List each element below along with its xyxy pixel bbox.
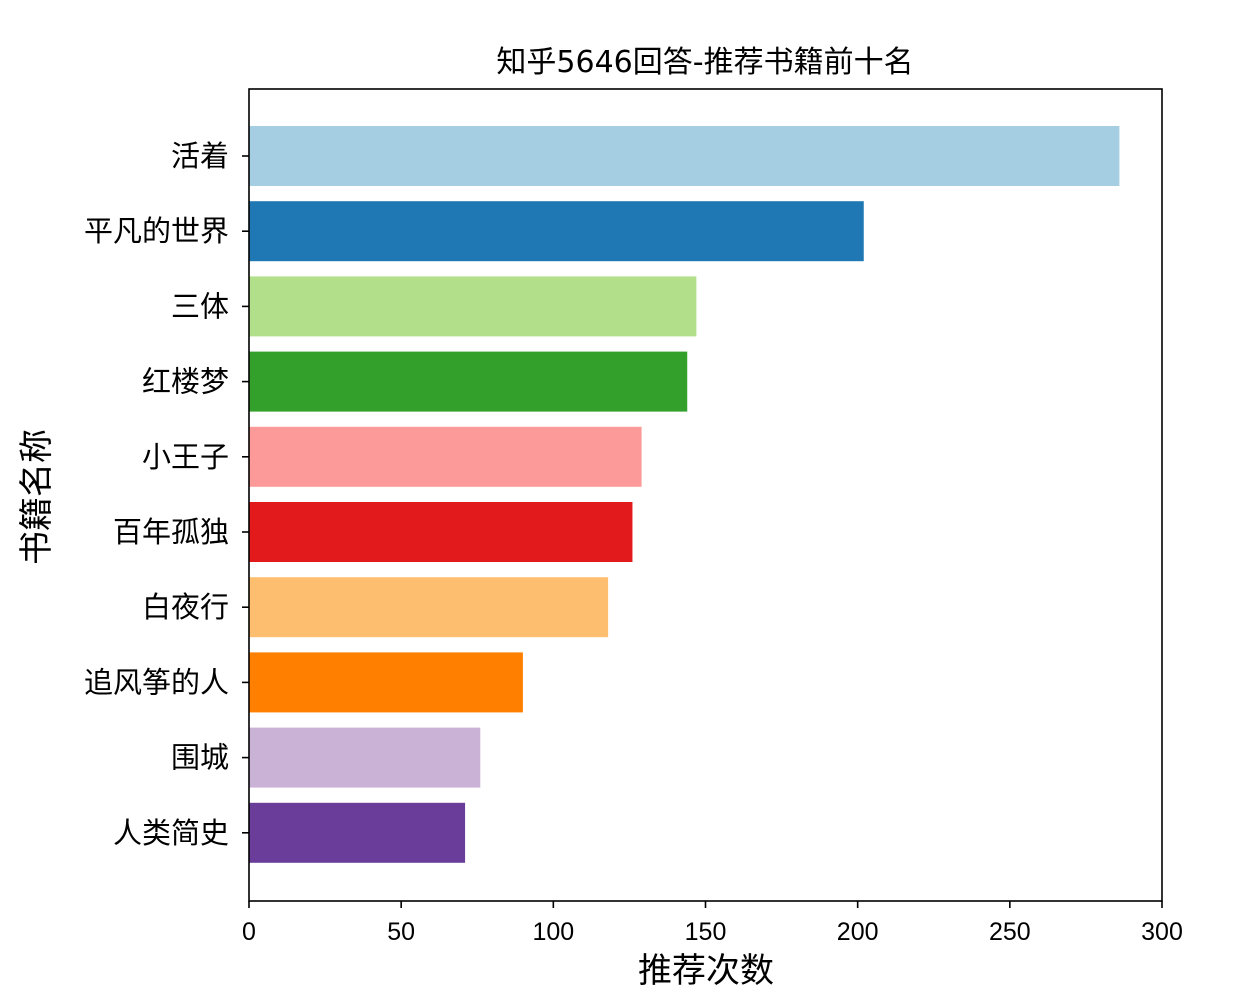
y-tick-label: 三体	[171, 289, 229, 323]
x-axis-label: 推荐次数	[638, 951, 774, 991]
bar	[249, 426, 642, 487]
x-tick-label: 250	[989, 918, 1031, 946]
bar	[249, 577, 609, 638]
x-tick-label: 150	[685, 918, 727, 946]
x-tick-label: 100	[532, 918, 574, 946]
bar	[249, 802, 466, 863]
x-tick-label: 200	[837, 918, 879, 946]
chart-title: 知乎5646回答-推荐书籍前十名	[496, 45, 913, 80]
plot-frame	[248, 88, 1163, 902]
y-tick-label: 平凡的世界	[84, 214, 229, 248]
y-tick-label: 百年孤独	[113, 515, 229, 549]
bar	[249, 652, 523, 713]
x-tick-label: 50	[387, 918, 415, 946]
bar	[249, 502, 633, 562]
y-tick-label: 人类简史	[113, 816, 229, 850]
x-axis-ticks: 0 50 100 150 200 250 300	[242, 901, 1183, 946]
y-tick-label: 围城	[171, 741, 229, 775]
y-axis-label: 书籍名称	[17, 429, 57, 565]
bar	[249, 126, 1120, 186]
y-tick-label: 追风筝的人	[84, 665, 229, 699]
y-tick-label: 活着	[171, 139, 229, 173]
bar	[249, 201, 864, 262]
bars-layer	[249, 126, 1120, 863]
y-tick-label: 红楼梦	[142, 365, 229, 399]
bar	[249, 727, 481, 788]
x-tick-label: 0	[242, 918, 256, 946]
x-tick-label: 300	[1141, 918, 1183, 946]
y-tick-label: 白夜行	[142, 590, 229, 624]
bar	[249, 276, 697, 337]
y-tick-label: 小王子	[142, 440, 229, 474]
bar	[249, 351, 688, 412]
